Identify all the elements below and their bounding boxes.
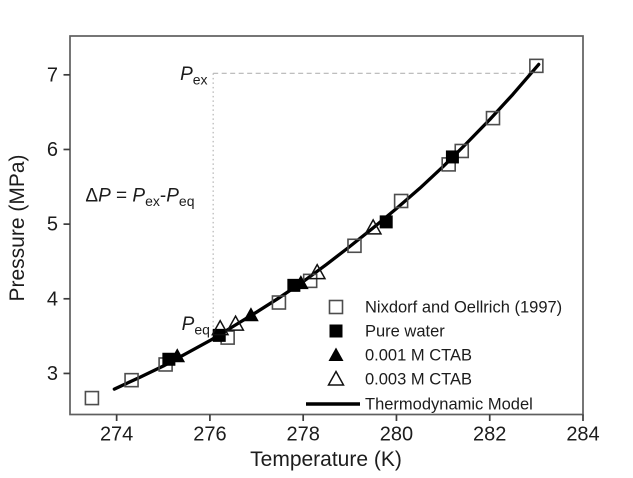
legend-label: Nixdorf and Oellrich (1997): [365, 299, 562, 317]
x-tick-label: 276: [193, 424, 226, 446]
model-curve: [112, 62, 541, 391]
marker-open-square: [529, 58, 544, 74]
y-tick-label: 5: [47, 214, 58, 236]
marker-open-triangle: [308, 263, 327, 280]
marker-filled-triangle: [243, 307, 259, 322]
legend-item-model: Thermodynamic Model: [306, 396, 533, 414]
legend-label: Thermodynamic Model: [365, 396, 533, 414]
plot-frame: [69, 35, 584, 416]
marker-open-triangle: [211, 319, 230, 336]
y-tick-label: 6: [47, 139, 58, 161]
marker-open-square: [393, 193, 409, 209]
filled-triangle-icon: [328, 347, 344, 361]
marker-filled-triangle: [169, 348, 186, 363]
p-eq-label: Peq: [182, 314, 210, 338]
p-ex-label: Pex: [180, 64, 207, 88]
marker-open-square: [124, 372, 139, 388]
marker-open-square: [485, 110, 501, 126]
legend-label: 0.001 M CTAB: [365, 347, 472, 365]
x-axis-title: Temperature (K): [250, 448, 402, 471]
marker-open-square: [347, 238, 362, 254]
legend-item-0003-ctab: 0.003 M CTAB: [327, 369, 472, 389]
x-tick-label: 280: [380, 424, 413, 446]
y-tick-label: 4: [47, 288, 58, 310]
legend-item-nixdorf: Nixdorf and Oellrich (1997): [328, 299, 562, 317]
legend-item-0001-ctab: 0.001 M CTAB: [328, 347, 472, 365]
marker-open-triangle: [226, 314, 245, 331]
marker-filled-square: [162, 352, 176, 366]
marker-open-square: [271, 295, 287, 310]
y-tick-label: 7: [47, 64, 58, 86]
x-tick-label: 274: [100, 424, 133, 446]
marker-filled-triangle: [293, 275, 309, 290]
marker-open-triangle: [364, 218, 383, 235]
y-tick-label: 3: [47, 363, 58, 385]
legend-item-pure-water: Pure water: [329, 323, 445, 341]
plot-area: 274 276 278 280 282 284 3 4 5 6 7 Pex Peq ΔP = Pex-Pe…: [47, 35, 600, 446]
x-tick-label: 282: [473, 424, 506, 446]
y-axis-title: Pressure (MPa): [6, 154, 29, 301]
delta-p-equation-label: ΔP = Pex-Peq: [85, 186, 194, 210]
legend-label: Pure water: [365, 323, 445, 341]
x-tick-label: 284: [566, 424, 599, 446]
filled-square-icon: [329, 324, 343, 338]
open-triangle-icon: [327, 369, 345, 386]
marker-filled-square: [445, 150, 459, 164]
legend-label: 0.003 M CTAB: [365, 371, 472, 389]
x-tick-label: 278: [286, 424, 319, 446]
open-square-icon: [328, 299, 344, 315]
marker-open-square: [84, 390, 100, 406]
legend: Nixdorf and Oellrich (1997) Pure water 0…: [306, 299, 562, 414]
marker-filled-square: [379, 215, 393, 229]
